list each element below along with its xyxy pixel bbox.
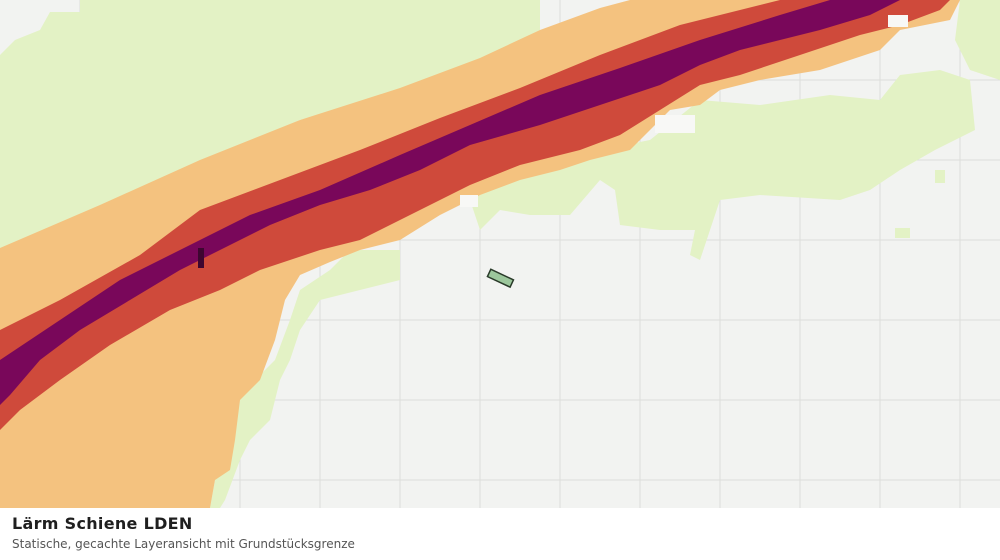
layer-title: Lärm Schiene LDEN <box>12 514 193 533</box>
track-marker <box>198 248 204 268</box>
info-footer: Lärm Schiene LDEN Statische, gecachte La… <box>0 508 1000 560</box>
gap-area <box>460 15 908 207</box>
parcel-boundary <box>486 268 515 289</box>
layer-subtitle: Statische, gecachte Layeransicht mit Gru… <box>12 537 355 551</box>
noise-zone-low <box>0 0 1000 508</box>
map-view <box>0 0 1000 508</box>
noise-zone-medium <box>0 0 960 508</box>
